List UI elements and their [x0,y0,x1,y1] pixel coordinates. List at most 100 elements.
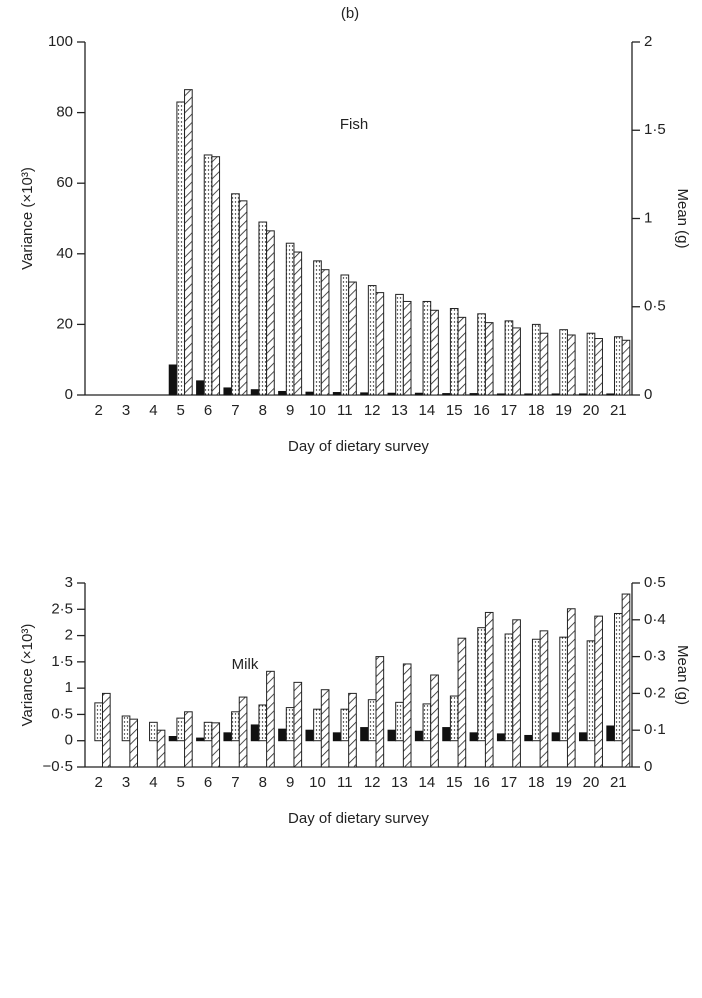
bar [176,101,186,396]
x-tick-label: 18 [528,774,545,791]
bar [613,612,623,742]
y-tick-label: 40 [56,245,73,262]
bar [551,393,561,396]
bar [156,729,166,768]
bar [266,230,275,396]
x-tick-label: 9 [286,774,294,791]
x-tick-label: 7 [231,402,239,419]
bar [211,722,221,768]
bar [430,674,439,768]
y-axis-label: Variance (×10³) [19,624,36,727]
bar [496,393,506,396]
bar [340,708,350,742]
y2-tick-label: 0 [644,386,652,403]
bar [250,389,260,396]
x-tick-label: 8 [259,402,267,419]
bar [367,285,377,396]
bar [258,221,268,396]
y-tick-label: 0 [65,386,73,403]
x-tick-label: 21 [610,774,627,791]
bar [184,89,193,396]
x-tick-label: 2 [95,774,103,791]
bar [414,730,424,742]
bar [395,293,404,396]
x-axis-label: Day of dietary survey [288,810,429,827]
y-tick-label: 60 [56,174,73,191]
x-tick-label: 4 [149,402,157,419]
bar [340,274,350,396]
x-tick-label: 15 [446,402,463,419]
bar [414,392,424,396]
bar [477,627,486,742]
x-tick-label: 10 [309,774,326,791]
x-tick-label: 20 [583,774,600,791]
y-tick-label: 1 [65,679,73,696]
bar [621,339,631,396]
bar [149,721,158,742]
bar [449,695,459,742]
bar [512,619,521,768]
bar [512,327,521,396]
bar [586,640,596,742]
chart-title: Fish [340,116,368,133]
bar [469,393,479,396]
x-tick-label: 17 [501,402,518,419]
bar [430,309,439,396]
x-tick-label: 4 [149,774,157,791]
x-tick-label: 14 [419,402,436,419]
y-tick-label: 2 [65,627,73,644]
x-tick-label: 13 [391,774,408,791]
bar [559,329,568,396]
bar [168,364,178,396]
bar [551,732,561,742]
bar [442,393,451,396]
x-tick-label: 12 [364,402,381,419]
bar [578,393,588,396]
bar [258,704,268,742]
bar [578,732,588,742]
bar [586,332,596,396]
bar [484,611,494,768]
bar [360,392,369,396]
x-axis-label: Day of dietary survey [288,438,429,455]
bar [539,332,549,396]
bar [238,200,248,396]
bar [266,670,275,768]
bar [285,707,295,742]
panel-label: (b) [341,5,359,22]
bar [594,615,603,768]
bar [422,300,432,396]
bar [484,322,494,396]
x-tick-label: 3 [122,402,130,419]
bar [621,593,631,768]
y-tick-label: 20 [56,315,73,332]
bar [402,663,412,768]
bar [223,732,233,742]
y-tick-label: 1·5 [51,653,73,670]
y2-tick-label: 0·2 [644,684,666,701]
y-tick-label: 80 [56,104,73,121]
bar [332,732,342,742]
bar [539,630,549,768]
bar [348,281,357,396]
x-tick-label: 6 [204,402,212,419]
bar [278,390,287,396]
y2-tick-label: 0·5 [644,574,666,591]
bar [238,696,248,768]
bar [313,260,322,396]
bar [184,711,193,768]
bar [285,242,295,396]
bar [278,728,287,742]
bar [606,393,615,396]
x-tick-label: 13 [391,402,408,419]
bar [375,292,385,396]
x-tick-label: 21 [610,402,627,419]
bar [223,387,233,396]
y2-tick-label: 0·5 [644,298,666,315]
y2-tick-label: 0·3 [644,648,666,665]
x-tick-label: 12 [364,774,381,791]
bar [129,718,139,768]
bar [395,701,404,742]
